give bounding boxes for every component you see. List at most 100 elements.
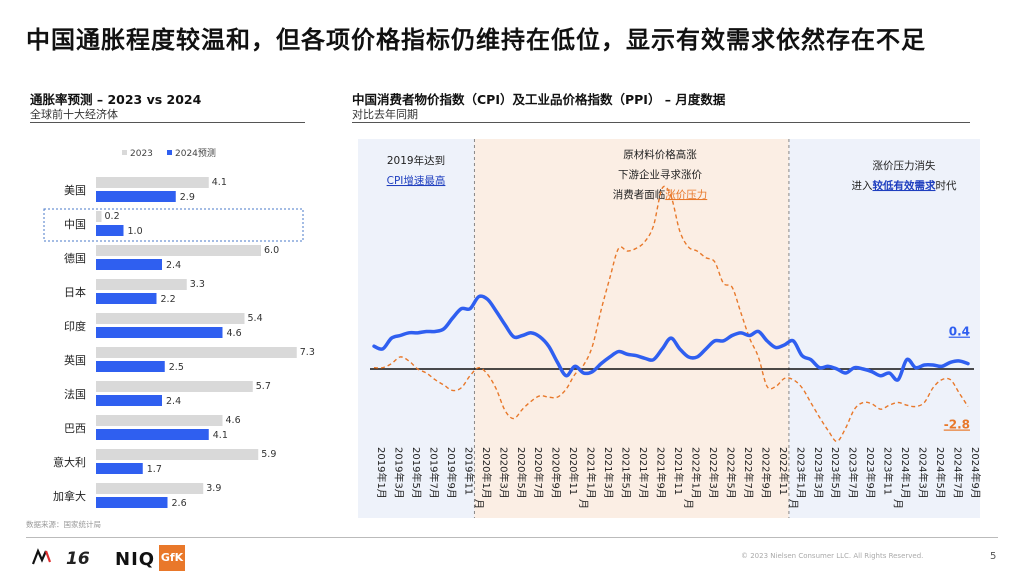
annotation-line: 下游企业寻求涨价 [618, 168, 702, 181]
x-tick-label: 2023年7月 [847, 447, 860, 499]
bar-2024 [96, 293, 157, 304]
bar-2024-value: 1.7 [147, 464, 162, 475]
x-tick-label-group: 2023年5月 [829, 447, 842, 499]
left-section-rule [30, 122, 305, 123]
x-tick-label-suffix: 月 [787, 499, 799, 509]
shaded-period-2019 [358, 139, 475, 518]
x-tick-label: 2019年3月 [392, 447, 405, 499]
footer-rule [26, 537, 998, 538]
category-label: 英国 [64, 353, 86, 367]
x-tick-label: 2022年3月 [707, 447, 720, 499]
x-tick-label-suffix: 月 [472, 499, 484, 509]
sixteen-logo: 16 [66, 549, 90, 569]
x-tick-label-group: 2021年9月 [655, 447, 668, 499]
right-section-subheading: 对比去年同期 [352, 108, 418, 121]
annotation-line: 进入较低有效需求时代 [852, 179, 957, 192]
x-tick-label-group: 2019年3月 [392, 447, 405, 499]
x-tick-label: 2019年11 [462, 447, 475, 495]
bar-2024-value: 1.0 [128, 226, 143, 237]
category-label: 印度 [64, 319, 86, 333]
cpi-line [372, 294, 970, 382]
bar-2024 [96, 361, 165, 372]
bar-2023 [96, 245, 261, 256]
annotation-line: 涨价压力消失 [873, 159, 936, 172]
x-tick-label-group: 2020年7月 [532, 447, 545, 499]
ppi-end-label: -2.8 [944, 418, 970, 432]
x-tick-label-group: 2023年3月 [812, 447, 825, 499]
bar-2024-value: 2.9 [180, 192, 195, 203]
x-tick-label-group: 2020年11 月 [567, 447, 589, 509]
right-section-heading: 中国消费者物价指数（CPI）及工业品价格指数（PPI） – 月度数据 [352, 92, 726, 107]
x-tick-label: 2024年5月 [934, 447, 947, 499]
x-tick-label: 2021年7月 [637, 447, 650, 499]
x-tick-label: 2020年11 [567, 447, 580, 495]
x-tick-label: 2019年7月 [427, 447, 440, 499]
bar-2024 [96, 191, 176, 202]
x-tick-label-group: 2021年5月 [620, 447, 633, 499]
x-tick-label: 2022年7月 [742, 447, 755, 499]
x-tick-label-group: 2022年3月 [707, 447, 720, 499]
x-tick-label-group: 2019年7月 [427, 447, 440, 499]
annotation-line: 原材料价格高涨 [623, 148, 697, 161]
legend-label-2024: 2024预测 [175, 148, 216, 159]
x-tick-label: 2019年1月 [375, 447, 388, 499]
category-label: 意大利 [53, 455, 86, 469]
x-tick-label: 2023年11 [882, 447, 895, 495]
x-tick-label: 2022年11 [777, 447, 790, 495]
x-tick-label-group: 2021年11 月 [672, 447, 694, 509]
x-tick-label-group: 2024年7月 [952, 447, 965, 499]
x-tick-label-group: 2023年9月 [864, 447, 877, 499]
nielsen-logo-mark-red [44, 550, 52, 563]
bar-2023 [96, 211, 102, 222]
annotation-line: 消费者面临涨价压力 [613, 188, 708, 201]
nielsen-logo-mark-black [31, 548, 48, 565]
bar-2023-value: 6.0 [264, 245, 279, 256]
x-tick-label-group: 2021年7月 [637, 447, 650, 499]
bar-2023-value: 5.7 [256, 381, 271, 392]
x-tick-label-group: 2020年3月 [497, 447, 510, 499]
category-label: 美国 [64, 184, 86, 197]
x-tick-label-group: 2023年11 月 [882, 447, 904, 509]
bar-2023 [96, 279, 187, 290]
bar-2024 [96, 259, 162, 270]
legend-label-2023: 2023 [130, 149, 153, 159]
left-section-heading: 通胀率预测 – 2023 vs 2024 [30, 92, 202, 107]
bar-2023-value: 5.4 [248, 313, 263, 324]
x-tick-label-group: 2024年5月 [934, 447, 947, 499]
x-tick-label: 2021年3月 [602, 447, 615, 499]
bar-2024 [96, 395, 162, 406]
x-tick-label-group: 2019年9月 [445, 447, 458, 499]
x-tick-label-suffix: 月 [682, 499, 694, 509]
x-tick-label-group: 2019年5月 [410, 447, 423, 499]
x-tick-label: 2022年1月 [689, 447, 702, 499]
x-tick-label: 2024年9月 [969, 447, 982, 499]
x-tick-label-group: 2024年9月 [969, 447, 982, 499]
bar-2024 [96, 327, 223, 338]
highlight-box-china [43, 208, 304, 242]
right-section-rule [352, 122, 970, 123]
category-label: 日本 [64, 285, 86, 299]
x-tick-label-group: 2023年7月 [847, 447, 860, 499]
bar-2024-value: 4.6 [227, 328, 242, 339]
legend-swatch-2024 [167, 150, 172, 155]
x-tick-label: 2019年5月 [410, 447, 423, 499]
x-tick-label: 2021年1月 [585, 447, 598, 499]
nielsen-logo [30, 546, 58, 572]
x-tick-label: 2022年9月 [759, 447, 772, 499]
x-tick-label: 2020年5月 [515, 447, 528, 499]
x-tick-label-group: 2020年1月 [480, 447, 493, 499]
niq-logo: NIQ [115, 549, 156, 570]
bar-2023 [96, 449, 259, 460]
bar-2023 [96, 381, 253, 392]
x-tick-label: 2023年1月 [794, 447, 807, 499]
bar-2023-value: 4.6 [226, 415, 241, 426]
ppi-line [373, 185, 969, 443]
annotation-line: CPI增速最高 [387, 174, 446, 187]
category-label: 巴西 [64, 422, 86, 435]
bar-2023-value: 5.9 [261, 449, 276, 460]
bar-2024-value: 2.4 [166, 396, 181, 407]
x-tick-label-group: 2020年9月 [550, 447, 563, 499]
bar-2024 [96, 463, 143, 474]
